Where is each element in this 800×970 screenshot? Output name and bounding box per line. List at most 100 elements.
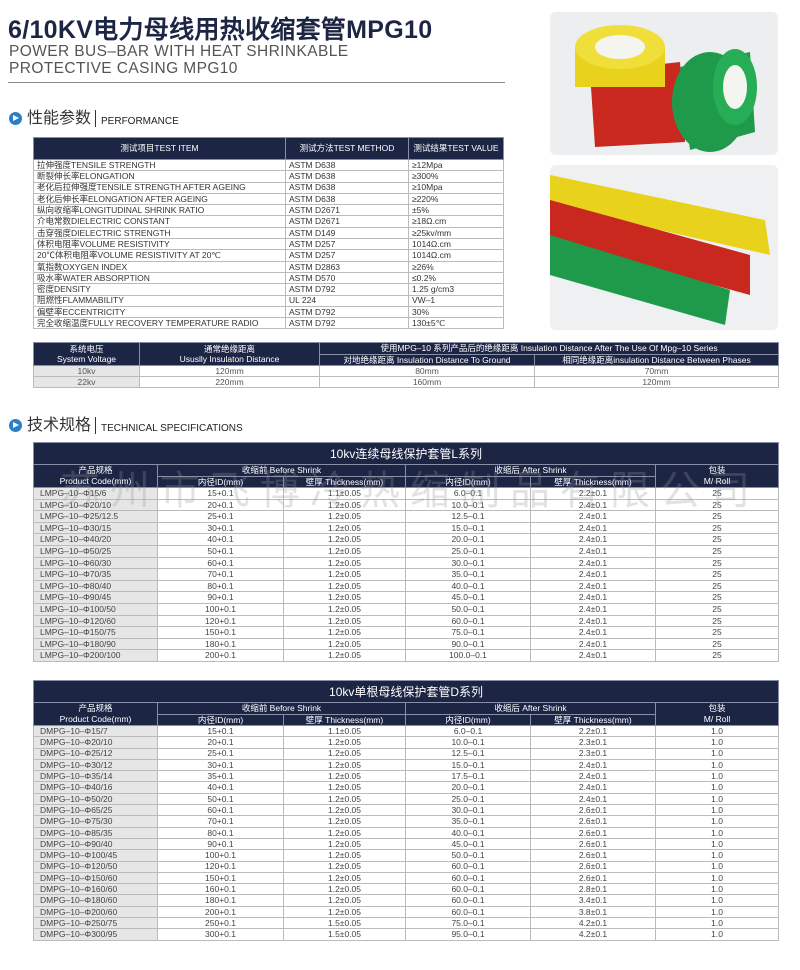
table-cell: DMPG–10–Φ30/12 bbox=[33, 758, 158, 772]
table-cell: VW–1 bbox=[408, 294, 504, 307]
table-cell: 2.4±0.1 bbox=[530, 792, 656, 806]
table-cell: 60.0–0.1 bbox=[405, 894, 531, 907]
col-header: 通常绝缘距离 Ususlly Insulaton Distance bbox=[139, 342, 320, 366]
table-cell: 1.2±0.05 bbox=[283, 871, 406, 885]
divider bbox=[8, 82, 505, 83]
table-cell: 25 bbox=[654, 533, 780, 546]
table-cell: ≥10Mpa bbox=[408, 181, 504, 194]
col-header: 系统电压 System Voltage bbox=[33, 342, 140, 366]
table-cell: LMPG–10–Φ60/30 bbox=[33, 556, 158, 570]
table-cell: 1.0 bbox=[654, 792, 780, 806]
table-row: 10kv 120mm 80mm 70mm bbox=[33, 365, 780, 377]
table-row: DMPG–10–Φ300/95 300+0.1 1.5±0.05 95.0–0.1 4.… bbox=[33, 928, 780, 941]
table-cell: 160mm bbox=[319, 376, 535, 388]
table-cell: 2.6±0.1 bbox=[530, 860, 656, 873]
table-cell: LMPG–10–Φ150/75 bbox=[33, 626, 158, 639]
table-cell: 20.0–0.1 bbox=[405, 533, 531, 546]
table-cell: 1.0 bbox=[654, 883, 780, 896]
section-title-cn: 性能参数 bbox=[27, 110, 97, 127]
table-cell: 纵向收缩率LONGITUDINAL SHRINK RATIO bbox=[33, 204, 286, 217]
table-cell: 80mm bbox=[319, 365, 535, 377]
table-cell: 75.0–0.1 bbox=[405, 917, 531, 930]
table-cell: 250+0.1 bbox=[157, 917, 284, 930]
table-row: DMPG–10–Φ120/50 120+0.1 1.2±0.05 60.0–0.1 2.… bbox=[33, 860, 780, 873]
table-row: 击穿强度DIELECTRIC STRENGTH ASTM D149 ≥25kv/mm bbox=[33, 226, 504, 240]
table-cell: 1.0 bbox=[654, 837, 780, 851]
table-cell: 1.2±0.05 bbox=[283, 883, 406, 896]
table-row: 纵向收缩率LONGITUDINAL SHRINK RATIO ASTM D2671… bbox=[33, 204, 504, 217]
table-cell: 40+0.1 bbox=[157, 781, 284, 794]
table-cell: 1.0 bbox=[654, 928, 780, 941]
l-series-table: 10kv连续母线保护套管L系列 产品规格 Product Code(mm) 收缩… bbox=[32, 442, 780, 662]
table-cell: ASTM D2671 bbox=[285, 204, 409, 217]
table-cell: 100.0–0.1 bbox=[405, 649, 531, 662]
table-cell: 60.0–0.1 bbox=[405, 871, 531, 885]
col-header: 产品规格 Product Code(mm) bbox=[33, 464, 158, 488]
table-cell: 2.3±0.1 bbox=[530, 747, 656, 760]
table-cell: 12.5–0.1 bbox=[405, 510, 531, 523]
table-cell: 25+0.1 bbox=[157, 510, 284, 523]
table-cell: 22kv bbox=[33, 376, 140, 388]
table-cell: 1.0 bbox=[654, 724, 780, 738]
table-cell: 50+0.1 bbox=[157, 792, 284, 806]
table-cell: DMPG–10–Φ200/60 bbox=[33, 905, 158, 919]
table-cell: 120+0.1 bbox=[157, 614, 284, 628]
table-cell: 15.0–0.1 bbox=[405, 758, 531, 772]
table-cell: 25 bbox=[654, 637, 780, 651]
insulation-table: 系统电压 System Voltage 通常绝缘距离 Ususlly Insul… bbox=[33, 342, 780, 388]
table-row: 22kv 220mm 160mm 120mm bbox=[33, 376, 780, 388]
section-header-technical: 技术规格 TECHNICAL SPECIFICATIONS bbox=[9, 417, 243, 434]
table-cell: 密度DENSITY bbox=[33, 283, 286, 296]
table-cell: DMPG–10–Φ160/60 bbox=[33, 883, 158, 896]
table-cell: 1014Ω.cm bbox=[408, 249, 504, 262]
table-cell: 25 bbox=[654, 556, 780, 570]
table-cell: 2.6±0.1 bbox=[530, 837, 656, 851]
table-row: 老化后伸长率ELONGATION AFTER AGEING ASTM D638 ≥2… bbox=[33, 192, 504, 206]
table-cell: 100+0.1 bbox=[157, 602, 284, 616]
table-cell: 1.2±0.05 bbox=[283, 804, 406, 817]
table-cell: 25 bbox=[654, 579, 780, 593]
table-cell: 3.8±0.1 bbox=[530, 905, 656, 919]
table-cell: 60+0.1 bbox=[157, 804, 284, 817]
table-cell: 120mm bbox=[139, 365, 320, 377]
table-cell: 50.0–0.1 bbox=[405, 849, 531, 862]
table-cell: LMPG–10–Φ120/60 bbox=[33, 614, 158, 628]
table-cell: 1.2±0.05 bbox=[283, 849, 406, 862]
table-cell: ASTM D792 bbox=[285, 283, 409, 296]
table-cell: 25 bbox=[654, 487, 780, 500]
table-cell: DMPG–10–Φ50/20 bbox=[33, 792, 158, 806]
section-title-en: PERFORMANCE bbox=[101, 116, 179, 127]
table-cell: ASTM D638 bbox=[285, 181, 409, 194]
table-cell: DMPG–10–Φ120/50 bbox=[33, 860, 158, 873]
table-row: 体积电阻率VOLUME RESISTIVITY ASTM D257 1014Ω.cm bbox=[33, 238, 504, 251]
table-cell: 2.4±0.1 bbox=[530, 637, 656, 651]
table-cell: LMPG–10–Φ180/90 bbox=[33, 637, 158, 651]
table-cell: 12.5–0.1 bbox=[405, 747, 531, 760]
table-cell: LMPG–10–Φ90/45 bbox=[33, 591, 158, 604]
table-cell: ≥220% bbox=[408, 192, 504, 206]
table-row: LMPG–10–Φ120/60 120+0.1 1.2±0.05 60.0–0.1 2.… bbox=[33, 614, 780, 628]
table-cell: 20+0.1 bbox=[157, 498, 284, 512]
table-cell: 25+0.1 bbox=[157, 747, 284, 760]
table-cell: 体积电阻率VOLUME RESISTIVITY bbox=[33, 238, 286, 251]
table-cell: 吸水率WATER ABSORPTION bbox=[33, 271, 286, 285]
table-cell: 1.0 bbox=[654, 736, 780, 749]
table-cell: LMPG–10–Φ70/35 bbox=[33, 568, 158, 581]
table-row: LMPG–10–Φ80/40 80+0.1 1.2±0.05 40.0–0.1 2.4±… bbox=[33, 579, 780, 593]
table-row: 密度DENSITY ASTM D792 1.25 g/cm3 bbox=[33, 283, 504, 296]
table-cell: 2.4±0.1 bbox=[530, 602, 656, 616]
table-cell: 1.2±0.05 bbox=[283, 826, 406, 839]
table-cell: 160+0.1 bbox=[157, 883, 284, 896]
table-cell: 25 bbox=[654, 510, 780, 523]
table-cell: DMPG–10–Φ15/7 bbox=[33, 724, 158, 738]
table-cell: LMPG–10–Φ25/12.5 bbox=[33, 510, 158, 523]
product-photo-tubes bbox=[550, 165, 778, 330]
table-cell: 40.0–0.1 bbox=[405, 579, 531, 593]
col-header: 收缩前 Before Shrink bbox=[157, 464, 406, 477]
table-cell: 30.0–0.1 bbox=[405, 556, 531, 570]
table-cell: 1.0 bbox=[654, 815, 780, 828]
table-cell: LMPG–10–Φ15/6 bbox=[33, 487, 158, 500]
performance-table: 测试项目TEST ITEM 测试方法TEST METHOD 测试结果TEST V… bbox=[33, 137, 504, 330]
col-header: 包装 M/ Roll bbox=[654, 702, 780, 726]
table-cell: 25.0–0.1 bbox=[405, 792, 531, 806]
